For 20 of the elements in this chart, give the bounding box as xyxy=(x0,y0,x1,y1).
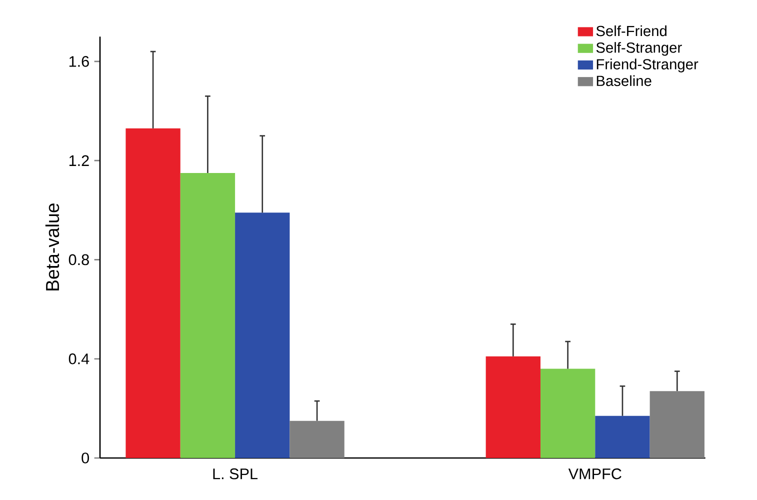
legend-label: Friend-Stranger xyxy=(596,58,698,72)
x-tick-label: VMPFC xyxy=(568,468,622,480)
y-tick-label: 1.6 xyxy=(69,56,89,67)
y-axis-title: Beta-value xyxy=(45,204,60,290)
bar xyxy=(650,391,704,458)
y-tick-label: 0.4 xyxy=(68,353,90,364)
bar xyxy=(486,356,540,458)
bar xyxy=(595,416,650,458)
y-tick-label: 1.2 xyxy=(69,155,89,166)
bar xyxy=(126,128,180,458)
bar xyxy=(180,172,236,458)
legend-label: Self-Friend xyxy=(596,25,666,36)
y-tick-label: 0.8 xyxy=(68,254,89,266)
legend-label: Baseline xyxy=(596,75,652,86)
y-tick-label: 0 xyxy=(82,452,89,464)
bar xyxy=(235,212,290,458)
x-tick-label: L. SPL xyxy=(213,468,258,480)
legend-label: Self-Stranger xyxy=(596,42,682,56)
bar xyxy=(540,368,596,458)
bar xyxy=(290,420,344,458)
